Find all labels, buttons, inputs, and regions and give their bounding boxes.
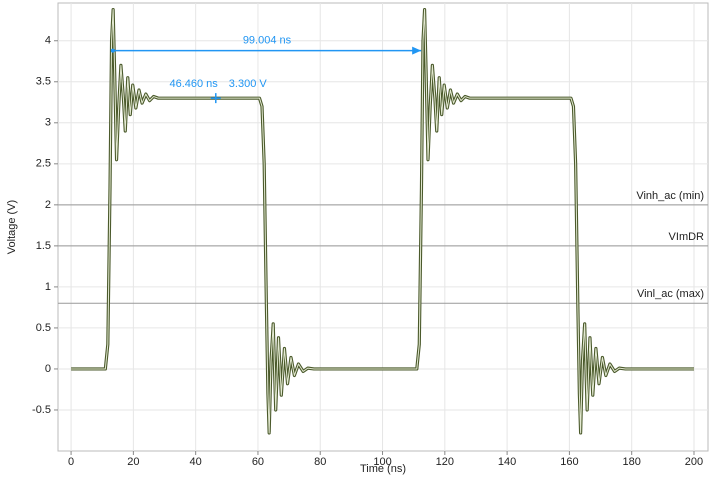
cursor-x-label: 46.460 ns	[169, 78, 218, 90]
y-axis-title: Voltage (V)	[6, 200, 18, 254]
measurement-label: 99.004 ns	[243, 34, 292, 46]
reference-label: VImDR	[669, 231, 705, 243]
y-tick-label: 4	[45, 35, 51, 47]
waveform-highlight	[71, 9, 694, 434]
x-tick-label: 200	[685, 456, 703, 468]
y-tick-label: -0.5	[32, 404, 51, 416]
x-tick-label: 20	[127, 456, 139, 468]
y-tick-label: 2	[45, 199, 51, 211]
x-tick-label: 120	[436, 456, 454, 468]
y-tick-label: 1.5	[36, 240, 51, 252]
y-tick-label: 0	[45, 363, 51, 375]
cursor-y-label: 3.300 V	[229, 78, 268, 90]
x-tick-label: 0	[68, 456, 74, 468]
x-tick-label: 100	[373, 456, 391, 468]
reference-label: Vinh_ac (min)	[636, 190, 704, 202]
x-tick-label: 180	[623, 456, 641, 468]
x-tick-label: 60	[252, 456, 264, 468]
y-tick-label: 3	[45, 117, 51, 129]
y-tick-label: 1	[45, 281, 51, 293]
y-tick-label: 3.5	[36, 76, 51, 88]
y-tick-label: 2.5	[36, 158, 51, 170]
measurement-arrowhead	[412, 46, 422, 55]
x-tick-label: 80	[314, 456, 326, 468]
x-axis-title: Time (ns)	[360, 463, 406, 475]
x-tick-label: 160	[560, 456, 578, 468]
y-tick-label: 0.5	[36, 322, 51, 334]
measurement-start	[110, 48, 115, 53]
x-tick-label: 140	[498, 456, 516, 468]
cursor-marker	[210, 93, 221, 104]
reference-label: Vinl_ac (max)	[637, 288, 704, 300]
x-tick-label: 40	[190, 456, 202, 468]
